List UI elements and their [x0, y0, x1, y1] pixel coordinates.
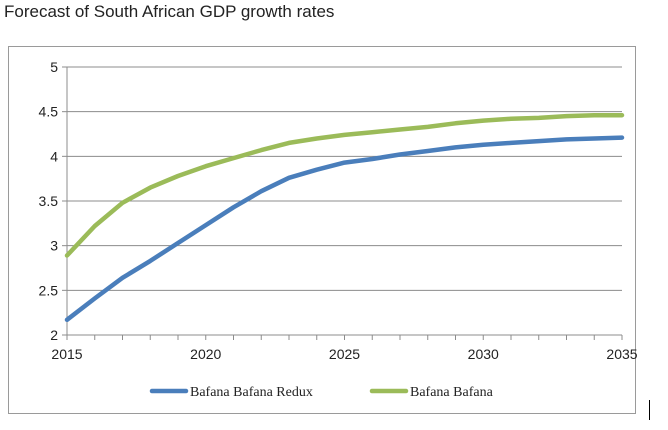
y-tick-label: 4 — [50, 148, 58, 164]
legend-label-2: Bafana Bafana — [410, 385, 494, 400]
text-cursor — [649, 400, 650, 420]
chart-frame — [8, 46, 636, 414]
y-tick-label: 5 — [50, 59, 58, 75]
series-line-2 — [64, 112, 625, 258]
y-tick-label: 2.5 — [39, 282, 59, 298]
y-tick-label: 2 — [50, 327, 58, 343]
chart-title: Forecast of South African GDP growth rat… — [4, 2, 335, 21]
x-tick-label: 2030 — [468, 346, 499, 362]
legend-label-1: Bafana Bafana Redux — [190, 385, 313, 400]
y-tick-label: 4.5 — [39, 104, 59, 120]
x-tick-label: 2035 — [606, 346, 637, 362]
x-tick-label: 2025 — [329, 346, 360, 362]
x-tick-label: 2015 — [51, 346, 82, 362]
x-tick-label: 2020 — [190, 346, 221, 362]
y-tick-label: 3.5 — [39, 193, 59, 209]
series-line-1 — [64, 135, 625, 323]
y-tick-label: 3 — [50, 238, 58, 254]
